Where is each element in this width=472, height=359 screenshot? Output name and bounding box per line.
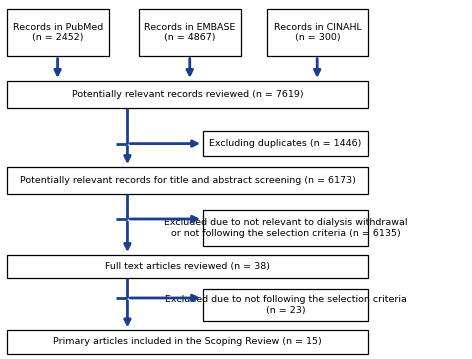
FancyBboxPatch shape	[267, 9, 368, 56]
Text: Excluded due to not following the selection criteria
(n = 23): Excluded due to not following the select…	[165, 295, 406, 315]
Text: Excluding duplicates (n = 1446): Excluding duplicates (n = 1446)	[210, 139, 362, 148]
Text: Potentially relevant records reviewed (n = 7619): Potentially relevant records reviewed (n…	[72, 90, 303, 99]
Text: Records in PubMed
(n = 2452): Records in PubMed (n = 2452)	[13, 23, 103, 42]
Text: Full text articles reviewed (n = 38): Full text articles reviewed (n = 38)	[105, 262, 270, 271]
FancyBboxPatch shape	[139, 9, 241, 56]
Text: Potentially relevant records for title and abstract screening (n = 6173): Potentially relevant records for title a…	[20, 176, 355, 185]
Text: Records in CINAHL
(n = 300): Records in CINAHL (n = 300)	[274, 23, 361, 42]
FancyBboxPatch shape	[203, 289, 368, 321]
FancyBboxPatch shape	[7, 330, 368, 354]
Text: Records in EMBASE
(n = 4867): Records in EMBASE (n = 4867)	[144, 23, 236, 42]
FancyBboxPatch shape	[7, 81, 368, 108]
Text: Excluded due to not relevant to dialysis withdrawal
or not following the selecti: Excluded due to not relevant to dialysis…	[164, 218, 407, 238]
Text: Primary articles included in the Scoping Review (n = 15): Primary articles included in the Scoping…	[53, 337, 322, 346]
FancyBboxPatch shape	[203, 131, 368, 156]
FancyBboxPatch shape	[7, 9, 109, 56]
FancyBboxPatch shape	[7, 255, 368, 278]
FancyBboxPatch shape	[7, 167, 368, 194]
FancyBboxPatch shape	[203, 210, 368, 246]
